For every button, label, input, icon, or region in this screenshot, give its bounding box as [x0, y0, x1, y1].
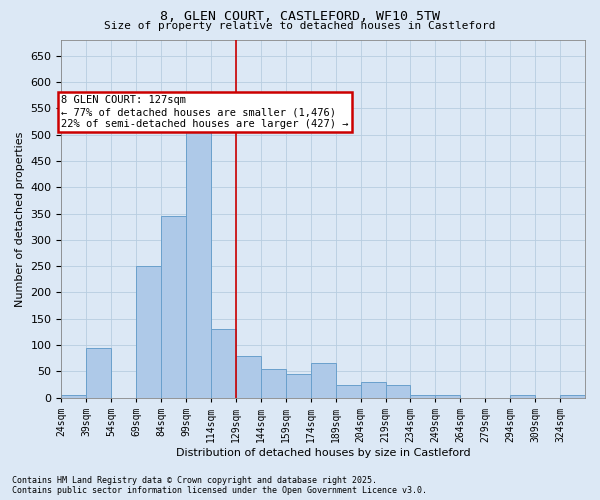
Bar — [236, 356, 261, 398]
Bar — [361, 382, 386, 398]
Bar — [311, 364, 335, 398]
Text: Contains HM Land Registry data © Crown copyright and database right 2025.: Contains HM Land Registry data © Crown c… — [12, 476, 377, 485]
Text: Contains public sector information licensed under the Open Government Licence v3: Contains public sector information licen… — [12, 486, 427, 495]
Bar — [286, 374, 311, 398]
X-axis label: Distribution of detached houses by size in Castleford: Distribution of detached houses by size … — [176, 448, 470, 458]
Bar — [161, 216, 186, 398]
Y-axis label: Number of detached properties: Number of detached properties — [15, 131, 25, 306]
Bar — [186, 127, 211, 398]
Bar — [136, 266, 161, 398]
Text: Size of property relative to detached houses in Castleford: Size of property relative to detached ho… — [104, 21, 496, 31]
Bar — [335, 384, 361, 398]
Bar — [410, 395, 436, 398]
Bar — [61, 395, 86, 398]
Text: 8 GLEN COURT: 127sqm
← 77% of detached houses are smaller (1,476)
22% of semi-de: 8 GLEN COURT: 127sqm ← 77% of detached h… — [61, 96, 349, 128]
Bar — [436, 395, 460, 398]
Bar — [510, 395, 535, 398]
Bar — [261, 368, 286, 398]
Text: 8, GLEN COURT, CASTLEFORD, WF10 5TW: 8, GLEN COURT, CASTLEFORD, WF10 5TW — [160, 10, 440, 23]
Bar — [560, 395, 585, 398]
Bar — [211, 330, 236, 398]
Bar — [386, 384, 410, 398]
Bar — [86, 348, 111, 398]
